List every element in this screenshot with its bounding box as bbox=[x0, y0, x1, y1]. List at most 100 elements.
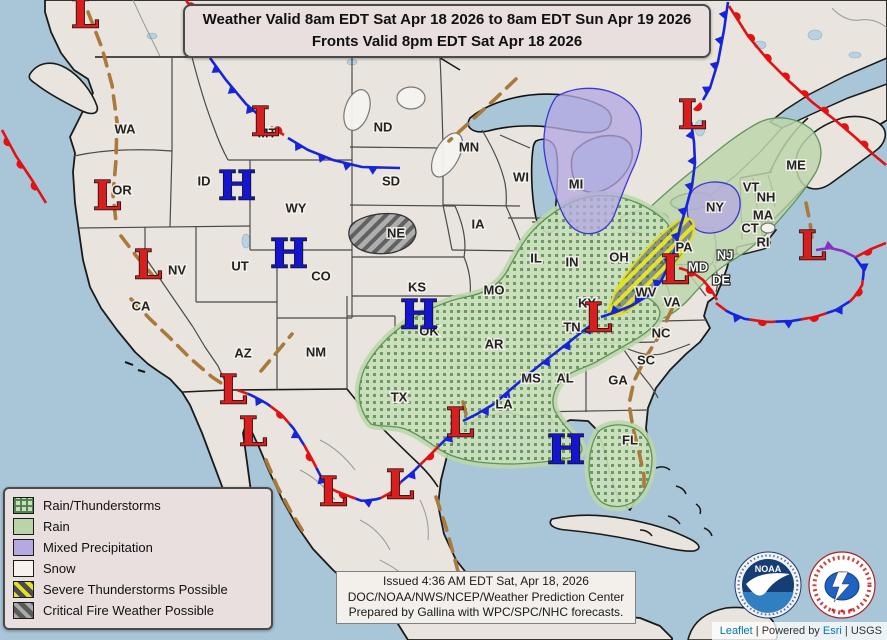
low-pressure-symbol: L bbox=[239, 409, 267, 456]
state-label-ND: ND bbox=[374, 120, 393, 135]
state-label-IL: IL bbox=[530, 251, 542, 266]
legend-item-rain-thunder: Rain/Thunderstorms bbox=[13, 495, 263, 516]
state-label-FL: FL bbox=[622, 433, 638, 448]
low-pressure-symbol: L bbox=[584, 295, 612, 342]
banner-line1: Weather Valid 8am EDT Sat Apr 18 2026 to… bbox=[202, 10, 692, 28]
warm-front-canada-east bbox=[727, 5, 887, 166]
legend-item-fire: Critical Fire Weather Possible bbox=[13, 600, 263, 621]
trough-new-mexico bbox=[259, 332, 294, 373]
trough-nevada bbox=[119, 234, 156, 279]
legend-label: Rain bbox=[43, 519, 70, 534]
state-label-UT: UT bbox=[231, 259, 248, 274]
state-label-IA: IA bbox=[472, 217, 486, 232]
state-label-ME: ME bbox=[786, 158, 806, 173]
low-pressure-symbol: L bbox=[661, 247, 689, 294]
legend-label: Rain/Thunderstorms bbox=[43, 498, 161, 513]
snow-nd-west bbox=[343, 89, 371, 131]
state-label-LA: LA bbox=[495, 397, 513, 412]
mixed-precip-ny bbox=[686, 181, 741, 234]
low-pressure-symbol: L bbox=[134, 242, 162, 289]
legend-item-snow: Snow bbox=[13, 558, 263, 579]
trough-atlantic bbox=[804, 201, 814, 242]
trough-bc-oregon bbox=[86, 10, 119, 224]
state-label-OH: OH bbox=[609, 250, 629, 265]
occluded-front-atlantic bbox=[815, 240, 856, 259]
low-pressure-symbol: L bbox=[446, 400, 474, 447]
warm-front-mid-atlantic bbox=[678, 266, 719, 301]
agency-logos: NOAA bbox=[730, 548, 880, 622]
state-label-MI: MI bbox=[569, 177, 583, 192]
state-label-GA: GA bbox=[608, 373, 628, 388]
legend-item-severe: Severe Thunderstorms Possible bbox=[13, 579, 263, 600]
state-label-PA: PA bbox=[675, 240, 693, 255]
legend-label: Mixed Precipitation bbox=[43, 540, 153, 555]
legend-label: Critical Fire Weather Possible bbox=[43, 603, 214, 618]
legend-swatch-mixed bbox=[13, 539, 34, 556]
high-pressure-symbol: H bbox=[547, 427, 585, 474]
state-label-TN: TN bbox=[563, 320, 580, 335]
banner-line2: Fronts Valid 8pm EDT Sat Apr 18 2026 bbox=[311, 33, 583, 50]
cold-front-montana-a bbox=[208, 57, 262, 118]
state-label-MO: MO bbox=[484, 283, 505, 298]
state-label-NM: NM bbox=[306, 345, 326, 360]
state-label-WI: WI bbox=[513, 170, 529, 185]
low-pressure-symbol: L bbox=[319, 469, 347, 516]
legend-swatch-snow bbox=[13, 560, 34, 577]
state-label-MT: MT bbox=[258, 126, 277, 141]
issued-line1: Issued 4:36 AM EDT Sat, Apr 18, 2026 bbox=[383, 574, 589, 588]
state-label-NH: NH bbox=[757, 190, 776, 205]
state-label-TX: TX bbox=[391, 390, 408, 405]
low-pressure-symbol: L bbox=[386, 462, 414, 509]
state-label-NC: NC bbox=[652, 326, 671, 341]
state-label-AZ: AZ bbox=[234, 346, 251, 361]
cold-front-east bbox=[600, 121, 697, 319]
esri-link[interactable]: Esri bbox=[822, 625, 842, 637]
legend-item-rain: Rain bbox=[13, 516, 263, 537]
cold-front-quebec-north bbox=[701, 1, 730, 101]
low-pressure-symbol: L bbox=[251, 99, 279, 146]
warm-front-pacific bbox=[0, 129, 48, 204]
state-label-NV: NV bbox=[168, 263, 186, 278]
usgs-label: USGS bbox=[850, 625, 882, 637]
critical-fire-nebraska bbox=[348, 212, 417, 255]
warm-front-atlantic-east bbox=[855, 241, 887, 259]
low-pressure-symbol: L bbox=[93, 173, 121, 220]
valid-time-banner: Weather Valid 8am EDT Sat Apr 18 2026 to… bbox=[183, 4, 711, 58]
legend-label: Severe Thunderstorms Possible bbox=[43, 582, 228, 597]
mixed-precip-lakes bbox=[543, 87, 642, 235]
state-label-SC: SC bbox=[637, 353, 656, 368]
fronts bbox=[0, 0, 887, 508]
legend-swatch-severe bbox=[13, 581, 34, 598]
trough-minnesota bbox=[447, 77, 518, 143]
state-label-MS: MS bbox=[521, 371, 541, 386]
attribution-sep2: | bbox=[841, 625, 851, 637]
bahamas bbox=[639, 466, 713, 537]
state-labels: WA OR CA NV ID MT WY UT CO AZ NM ND SD NE KS OK TX MN IA MO… bbox=[111, 118, 808, 449]
rain-thunder-florida bbox=[588, 424, 653, 508]
state-label-WV: WV bbox=[636, 285, 657, 300]
issued-line2: DOC/NOAA/NWS/NCEP/Weather Prediction Cen… bbox=[347, 589, 625, 604]
low-pressure-symbol: L bbox=[71, 0, 99, 38]
state-label-NY: NY bbox=[706, 200, 724, 215]
leaflet-link[interactable]: Leaflet bbox=[719, 625, 753, 637]
trough-california-arizona bbox=[129, 297, 232, 391]
low-pressure-symbol: L bbox=[678, 92, 706, 139]
nws-logo bbox=[808, 551, 876, 619]
state-label-OR: OR bbox=[112, 183, 132, 198]
snow-newengland bbox=[760, 222, 776, 234]
high-pressure-symbol: H bbox=[270, 231, 308, 278]
trough-sonora bbox=[264, 458, 306, 535]
state-label-MA: MA bbox=[753, 208, 774, 223]
high-pressure-symbol: H bbox=[400, 292, 438, 339]
state-label-CT: CT bbox=[741, 221, 758, 236]
low-pressure-symbol: L bbox=[219, 367, 247, 414]
legend-swatch-rain bbox=[13, 518, 34, 535]
state-label-MD: MD bbox=[688, 260, 708, 275]
state-label-AR: AR bbox=[485, 337, 504, 352]
legend-swatch-rain-thunder bbox=[13, 497, 34, 514]
state-label-DE: DE bbox=[712, 273, 730, 288]
cold-front-montana-b bbox=[287, 136, 401, 175]
stationary-front-atlantic bbox=[715, 256, 869, 329]
